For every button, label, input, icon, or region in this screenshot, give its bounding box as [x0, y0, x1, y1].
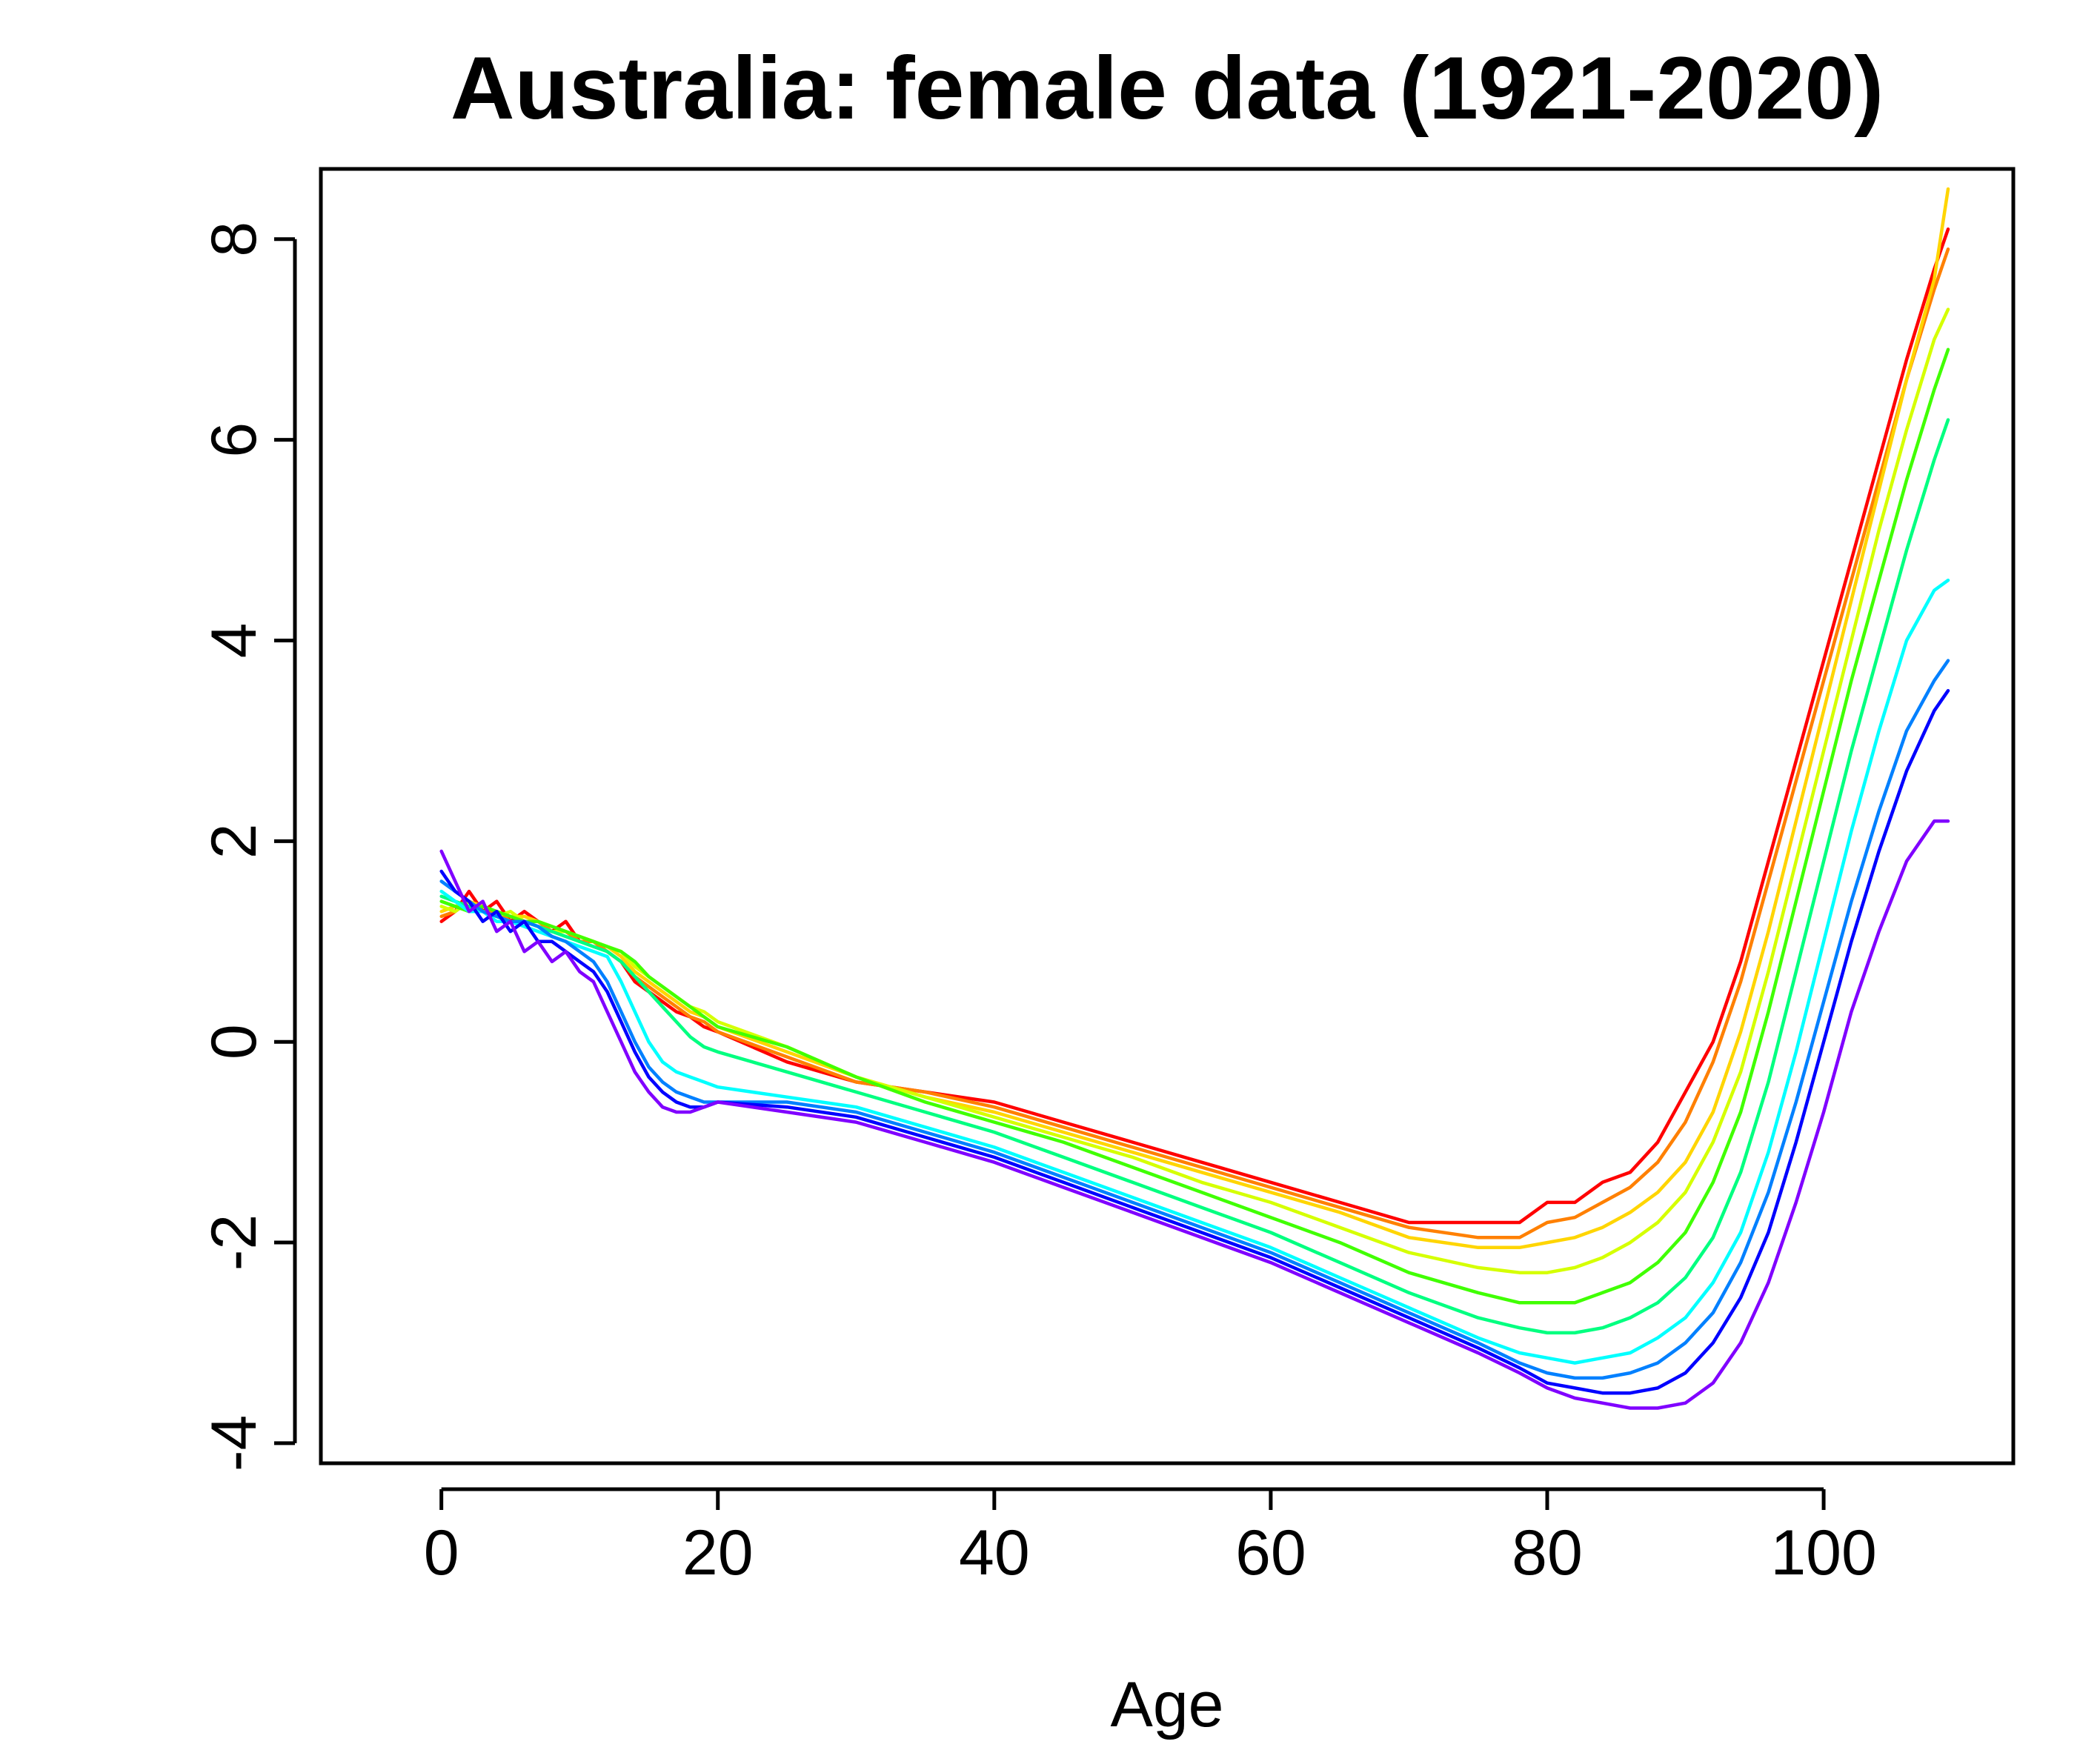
y-tick-label-0: 0	[199, 1024, 270, 1059]
y-tick-label--2: -2	[199, 1214, 270, 1271]
x-tick-label-40: 40	[959, 1517, 1030, 1588]
series-line-7	[439, 659, 1950, 1380]
y-tick-label-8: 8	[199, 222, 270, 257]
x-tick-label-0: 0	[424, 1517, 459, 1588]
series-layer	[439, 187, 1950, 1410]
y-tick-label-6: 6	[199, 422, 270, 458]
series-line-9	[439, 819, 1950, 1410]
series-line-2	[439, 187, 1950, 1250]
x-tick-label-60: 60	[1235, 1517, 1306, 1588]
plot-frame	[319, 167, 2016, 1465]
series-line-0	[439, 227, 1950, 1225]
series-line-3	[439, 307, 1950, 1274]
y-axis: -4 -2 0 2 4 6 8	[199, 222, 297, 1471]
series-line-4	[439, 347, 1950, 1305]
y-tick-label-2: 2	[199, 823, 270, 859]
x-tick-label-20: 20	[682, 1517, 754, 1588]
x-axis-label: Age	[1110, 1669, 1223, 1740]
chart-title: Australia: female data (1921-2020)	[451, 39, 1884, 138]
series-line-5	[439, 418, 1950, 1335]
x-axis: 0 20 40 60 80 100	[424, 1487, 1877, 1588]
series-line-8	[439, 688, 1950, 1395]
y-tick-label--4: -4	[199, 1415, 270, 1471]
series-line-6	[439, 578, 1950, 1365]
y-tick-label-4: 4	[199, 623, 270, 659]
x-tick-label-80: 80	[1512, 1517, 1583, 1588]
x-tick-label-100: 100	[1770, 1517, 1877, 1588]
